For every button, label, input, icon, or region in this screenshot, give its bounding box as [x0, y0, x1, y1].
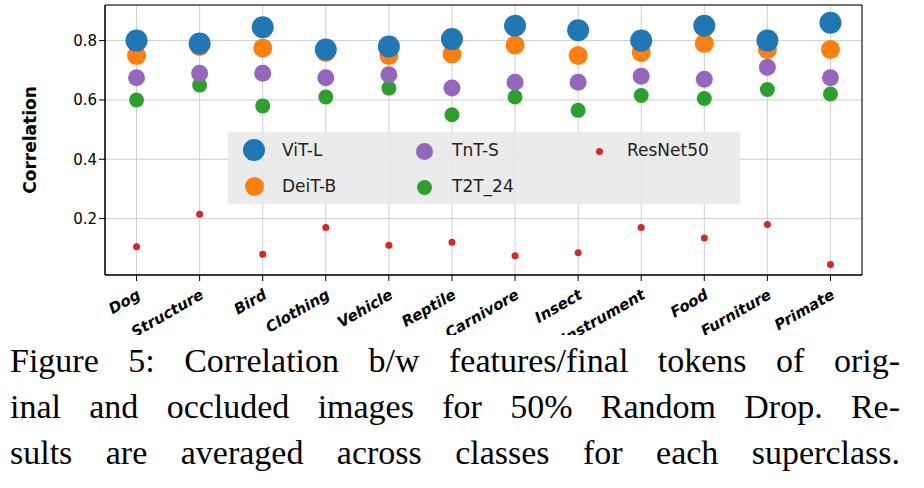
svg-text:0.4: 0.4: [73, 151, 97, 169]
svg-text:Insect: Insect: [531, 285, 586, 327]
svg-text:Instrument: Instrument: [558, 285, 649, 335]
svg-text:Correlation: Correlation: [20, 86, 40, 194]
html-text:TnT-S: TnT-S: [452, 140, 499, 160]
svg-text:0.8: 0.8: [73, 32, 97, 50]
svg-text:Dog: Dog: [106, 285, 144, 317]
html-text:ViT-L: ViT-L: [282, 140, 323, 160]
svg-text:Vehicle: Vehicle: [334, 286, 396, 332]
html-text:DeiT-B: DeiT-B: [282, 176, 337, 196]
svg-text:0.2: 0.2: [73, 210, 97, 228]
svg-text:0.6: 0.6: [73, 91, 97, 109]
html-text:inal and occluded images for 5: inal and occluded images for 50% Random …: [10, 388, 900, 425]
svg-text:Carnivore: Carnivore: [442, 286, 522, 335]
svg-text:Furniture: Furniture: [698, 286, 775, 335]
html-text:T2T_24: T2T_24: [452, 176, 514, 196]
html-text:ResNet50: ResNet50: [627, 140, 709, 160]
svg-text:Primate: Primate: [771, 286, 837, 335]
svg-text:Reptile: Reptile: [398, 285, 459, 331]
html-text:Figure 5: Correlation b/w feat: Figure 5: Correlation b/w features/final…: [10, 342, 900, 379]
html-text:sults are averaged across clas: sults are averaged across classes for ea…: [10, 434, 900, 471]
svg-text:Food: Food: [667, 285, 711, 321]
svg-text:Bird: Bird: [231, 285, 270, 318]
svg-text:Structure: Structure: [128, 286, 207, 335]
svg-text:Clothing: Clothing: [262, 285, 333, 335]
